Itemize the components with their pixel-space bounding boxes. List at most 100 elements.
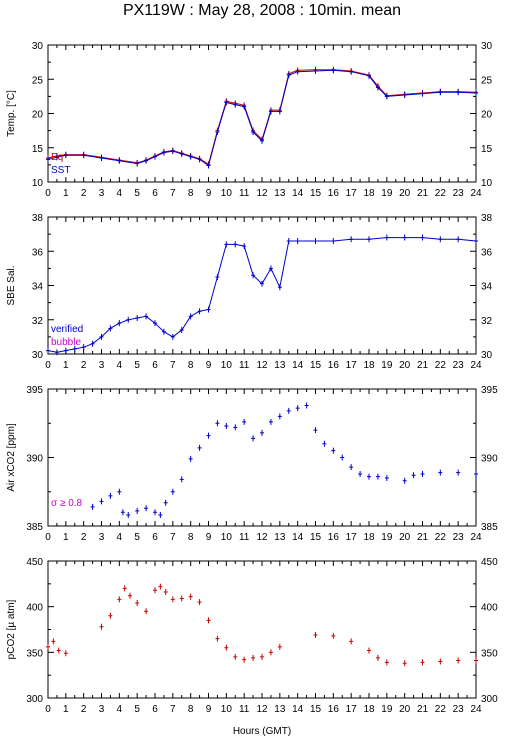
data-point [206,432,211,439]
x-tick-label: 18 [363,360,375,371]
x-tick-label: 7 [170,188,176,199]
x-tick-label: 15 [310,188,322,199]
data-point [242,418,247,425]
pco2-panel: 0 1 2 3 4 5 6 7 8 9 10 11 12 13 14 15 16 17 18 19 20 21 22 23 24… [6,557,498,715]
x-tick-label: 6 [152,704,158,715]
x-tick-label: 8 [188,360,194,371]
x-tick-label: 9 [206,188,212,199]
data-point [402,234,407,241]
y-tick-label-left: 20 [32,110,44,121]
y-tick-label-right: 20 [481,110,493,121]
x-tick-label: 13 [274,704,286,715]
x-tick-label: 23 [453,360,465,371]
data-point [170,148,175,155]
x-tick-label: 21 [417,360,429,371]
data-point [340,454,345,461]
data-point [251,128,256,135]
data-point [260,137,264,144]
x-tick-label: 2 [81,188,87,199]
data-point [158,583,163,590]
data-point [126,512,131,519]
data-point [170,333,175,340]
series-line-verified [47,237,477,353]
x-tick-label: 4 [117,704,123,715]
x-tick-label: 16 [328,360,340,371]
y-axis-label: SBE Sal. [6,265,17,305]
y-tick-label-right: 450 [481,557,498,568]
y-tick-label-left: 32 [32,316,44,327]
plot-frame [47,44,477,183]
data-point [331,447,336,454]
y-tick-label-left: 450 [26,557,43,568]
x-tick-label: 12 [256,532,268,543]
x-tick-label: 3 [99,188,105,199]
y-tick-label-right: 390 [481,454,498,465]
series-line-sst [47,69,477,167]
y-tick-label-left: 15 [32,144,44,155]
data-point [331,632,336,639]
y-tick-label-right: 350 [481,648,498,659]
data-point [295,68,300,75]
y-tick-label-left: 350 [26,648,43,659]
x-tick-label: 18 [363,704,375,715]
y-axis-label: Air xCO2 [ppm] [6,423,17,492]
flag-annotation: σ ≥ 0.8 [51,498,83,509]
data-point [126,316,131,323]
data-point [188,593,193,600]
data-point [367,647,371,654]
air-xco2-panel: 0 1 2 3 4 5 6 7 8 9 10 11 12 13 14 15 16 17 18 19 20 21 22 23 24… [6,385,498,543]
data-point [188,153,193,160]
x-tick-label: 1 [63,188,69,199]
x-tick-label: 12 [256,188,268,199]
data-point [474,237,478,244]
x-tick-label: 24 [470,360,482,371]
data-point [277,108,282,115]
y-tick-label-left: 400 [26,603,43,614]
data-point [81,152,86,159]
data-point [161,328,166,335]
y-tick-label-right: 395 [481,385,498,396]
x-tick-label: 18 [363,532,375,543]
data-point [206,306,211,313]
data-point [179,150,184,157]
data-point [242,103,247,110]
data-point [99,333,104,340]
x-tick-label: 21 [417,532,429,543]
x-tick-label: 16 [328,704,340,715]
data-point [322,440,327,447]
data-point [72,345,77,352]
data-point [384,475,389,482]
y-tick-label-left: 25 [32,75,44,86]
data-point [295,237,300,244]
data-point [474,89,478,96]
data-point [158,512,163,519]
y-tick-label-left: 36 [32,247,44,258]
data-point [170,488,175,495]
x-tick-label: 1 [63,704,69,715]
data-point [384,234,389,241]
x-tick-label: 3 [99,704,105,715]
legend-entry: SST [51,165,70,176]
data-point [474,657,478,664]
data-point [260,653,264,660]
data-point [313,427,318,434]
data-point [144,157,149,164]
x-tick-label: 13 [274,360,286,371]
data-point [420,470,425,477]
data-point [153,587,157,594]
y-tick-label-right: 10 [481,178,493,189]
x-tick-label: 12 [256,360,268,371]
chart-title: PX119W : May 28, 2008 : 10min. mean [123,2,401,19]
data-point [438,469,443,476]
data-point [402,660,407,667]
data-point [197,599,202,606]
y-tick-label-left: 34 [32,282,44,293]
y-tick-label-right: 30 [481,41,493,52]
x-tick-label: 9 [206,360,212,371]
data-point [375,473,380,480]
data-point [313,68,318,75]
data-point [128,592,133,599]
x-tick-label: 19 [381,188,393,199]
data-point [63,347,68,354]
